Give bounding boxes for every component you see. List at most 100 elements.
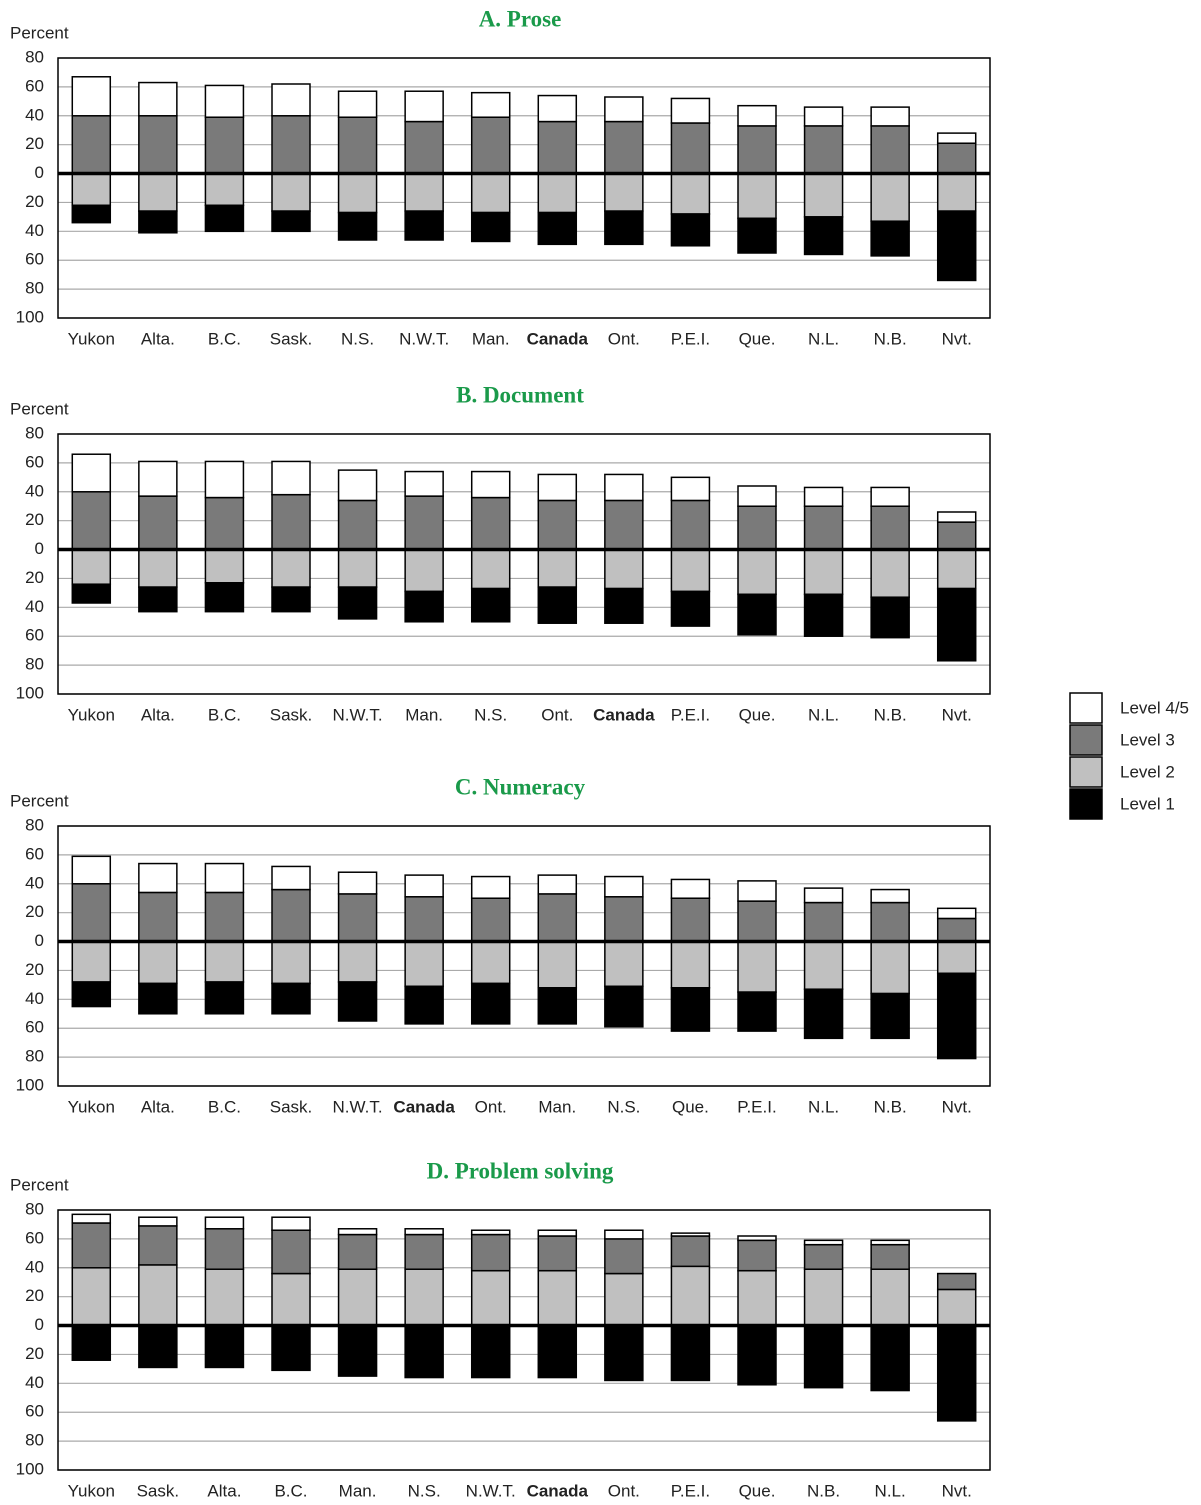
bar-segment	[870, 548, 910, 598]
bar-segment	[936, 907, 977, 920]
bar-segment	[204, 582, 245, 613]
bar-segment	[737, 485, 777, 507]
bar-segment	[470, 496, 511, 551]
bar-segment	[670, 1232, 711, 1237]
x-tick-label: B.C.	[274, 1481, 307, 1500]
y-tick-label: 20	[25, 1344, 44, 1363]
x-tick-label: N.B.	[874, 1097, 907, 1116]
bar-segment	[537, 586, 578, 624]
bar-segment	[204, 1228, 245, 1270]
bar-segment	[271, 83, 311, 117]
bar-segment	[138, 586, 178, 613]
bar-segment	[537, 211, 578, 246]
bar-segment	[936, 548, 977, 590]
x-tick-label: B.C.	[208, 329, 241, 348]
x-tick-label: N.W.T.	[466, 1481, 516, 1500]
bar-segment	[670, 1235, 711, 1268]
y-tick-label: 60	[25, 1228, 44, 1247]
bar-segment	[271, 1324, 311, 1372]
x-tick-label: P.E.I.	[671, 705, 710, 724]
y-tick-label: 100	[16, 683, 44, 702]
bar-segment	[138, 460, 178, 497]
bar-segment	[803, 887, 844, 904]
x-tick-label: P.E.I.	[671, 1481, 710, 1500]
bar-segment	[604, 499, 644, 551]
y-tick-label: 20	[25, 902, 44, 921]
y-tick-label: 80	[25, 1431, 44, 1450]
x-tick-label: Que.	[739, 329, 776, 348]
bar-segment	[337, 90, 378, 118]
chart-title: A. Prose	[479, 6, 562, 31]
bar-segment	[204, 116, 245, 175]
bar-segment	[204, 940, 245, 983]
bar-segment	[670, 897, 711, 943]
x-tick-label: Man.	[538, 1097, 576, 1116]
legend-label: Level 3	[1120, 730, 1175, 749]
bar-segment	[271, 940, 311, 985]
bar-segment	[936, 521, 977, 551]
bar-segment	[337, 893, 378, 943]
x-tick-label: N.S.	[341, 329, 374, 348]
x-tick-label: N.S.	[607, 1097, 640, 1116]
bar-segment	[204, 84, 245, 118]
bar-segment	[138, 862, 178, 894]
bar-segment	[204, 460, 245, 499]
bar-segment	[537, 874, 578, 895]
bar-segment	[936, 940, 977, 975]
bar-segment	[470, 875, 511, 899]
y-tick-label: 0	[35, 539, 44, 558]
bar-segment	[936, 917, 977, 943]
bar-segment	[71, 76, 112, 117]
bar-segment	[537, 1229, 578, 1237]
bar-segment	[870, 125, 910, 175]
bar-segment	[138, 172, 178, 212]
bar-segment	[71, 981, 112, 1008]
x-tick-label: Man.	[405, 705, 443, 724]
y-tick-label: 60	[25, 1018, 44, 1037]
bar-segment	[737, 1269, 777, 1327]
bar-segment	[870, 220, 910, 257]
bar-segment	[271, 982, 311, 1015]
bar-segment	[737, 217, 777, 254]
bar-segment	[803, 486, 844, 507]
bar-segment	[271, 865, 311, 891]
bar-segment	[936, 587, 977, 662]
bar-segment	[604, 1238, 644, 1275]
bar-segment	[737, 1239, 777, 1272]
bar-segment	[737, 505, 777, 551]
bar-segment	[470, 548, 511, 590]
plot-frame	[57, 57, 991, 319]
x-tick-label: N.L.	[808, 329, 839, 348]
bar-segment	[870, 596, 910, 639]
chart-title: C. Numeracy	[455, 774, 586, 799]
bar-segment	[936, 1272, 977, 1291]
bar-segment	[71, 453, 112, 493]
bar-segment	[71, 855, 112, 885]
x-tick-label: Que.	[739, 705, 776, 724]
bar-segment	[404, 1268, 444, 1327]
plot-frame	[57, 433, 991, 695]
bar-segment	[470, 940, 511, 985]
bar-segment	[404, 874, 444, 898]
bar-segment	[337, 1324, 378, 1377]
y-tick-label: 80	[25, 47, 44, 66]
bar-segment	[71, 883, 112, 943]
y-tick-label: 40	[25, 221, 44, 240]
bar-segment	[604, 875, 644, 898]
bar-segment	[604, 548, 644, 590]
x-tick-label: Alta.	[141, 329, 175, 348]
bar-segment	[737, 991, 777, 1032]
bar-segment	[470, 470, 511, 499]
bar-segment	[936, 132, 977, 144]
x-tick-label: Nvt.	[942, 705, 972, 724]
y-tick-label: 20	[25, 568, 44, 587]
y-tick-label: 100	[16, 307, 44, 326]
x-tick-label: N.B.	[807, 1481, 840, 1500]
bar-segment	[138, 548, 178, 588]
x-tick-label: Sask.	[270, 705, 313, 724]
bar-segment	[470, 982, 511, 1025]
bar-segment	[204, 862, 245, 894]
bar-segment	[138, 1264, 178, 1327]
x-tick-label: Alta.	[141, 1097, 175, 1116]
bar-segment	[138, 940, 178, 985]
